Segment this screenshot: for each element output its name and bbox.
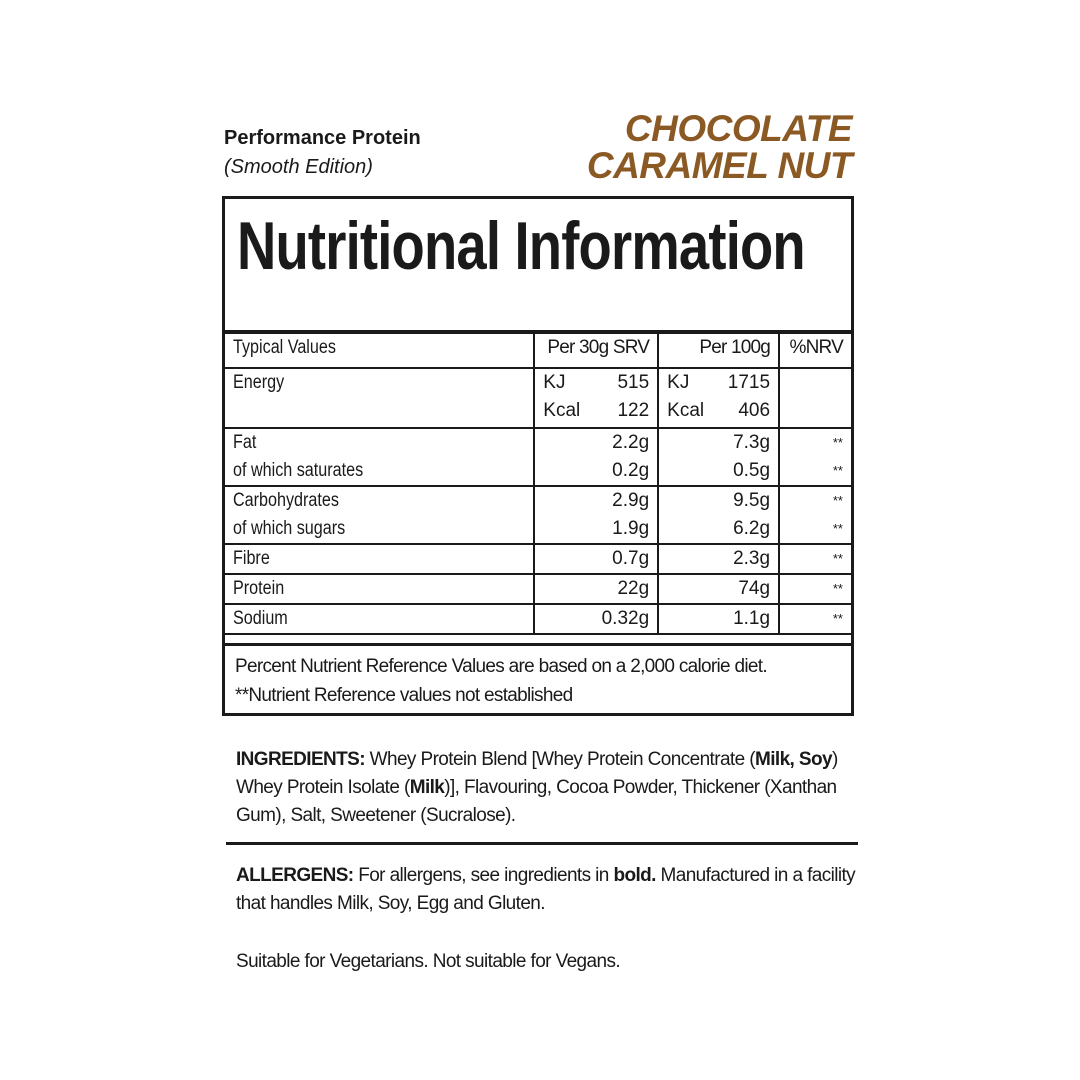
column-header: Per 100g [699,337,771,358]
ingredients-text: Whey Protein Blend [Whey Protein Concent… [364,749,756,770]
table-row: Carbohydrates of which sugars 2.9g 1.9g 9.5g… [225,485,851,545]
value: 2.2g [612,432,650,453]
value: 122 [617,400,650,421]
allergens-text: Manufactured in a facility that handles … [236,865,856,914]
nutrition-panel: Nutritional Information Typical Values P… [222,196,854,716]
unit: KJ [667,372,690,393]
unit: Kcal [667,400,705,421]
row-label: Fat [233,432,257,453]
divider [226,842,858,845]
flavour-line-2: CARAMEL NUT [586,145,853,186]
value: ** [832,493,843,508]
value: 0.32g [601,608,650,629]
table-row: Sodium 0.32g 1.1g ** [225,603,851,635]
footnote: Percent Nutrient Reference Values are ba… [225,643,851,716]
value: 515 [617,372,650,393]
product-edition: (Smooth Edition) [224,156,373,178]
unit: KJ [543,372,566,393]
allergens-label: ALLERGENS: [236,865,354,886]
row-label: Energy [233,372,285,393]
row-label: Fibre [233,548,270,569]
value: 6.2g [733,518,771,539]
value: 406 [738,400,771,421]
value: ** [832,463,843,478]
table-row-energy: Energy KJ 515 Kcal 122 KJ 1715 Kcal 406 [225,367,851,429]
suitability: Suitable for Vegetarians. Not suitable f… [236,951,621,972]
value: 74g [738,578,771,599]
unit: Kcal [543,400,581,421]
table-header-row: Typical Values Per 30g SRV Per 100g %NRV [225,331,851,369]
value: ** [832,435,843,450]
table-row: Protein 22g 74g ** [225,573,851,605]
allergens-bold: bold. [613,865,656,886]
value: ** [832,551,843,566]
ingredients-label: INGREDIENTS: [236,749,366,770]
column-header: Per 30g SRV [547,337,650,358]
column-header: Typical Values [233,337,336,358]
value: 22g [617,578,650,599]
row-label: of which saturates [233,460,364,481]
row-label: Protein [233,578,285,599]
ingredients-text: ) Whey Protein Isolate ( [236,749,838,798]
value: 0.2g [612,460,650,481]
allergens: ALLERGENS: For allergens, see ingredient… [236,862,876,918]
table-row: Fibre 0.7g 2.3g ** [225,543,851,575]
footnote-nrv: Percent Nutrient Reference Values are ba… [235,656,768,677]
column-header: %NRV [789,337,844,358]
allergen-bold: Milk, Soy [754,749,833,770]
product-name: Performance Protein [224,127,421,149]
value: 2.3g [733,548,771,569]
value: 7.3g [733,432,771,453]
row-label: of which sugars [233,518,346,539]
panel-title: Nutritional Information [237,208,806,284]
allergens-text: For allergens, see ingredients in [353,865,614,886]
value: ** [832,611,843,626]
value: 2.9g [612,490,650,511]
value: ** [832,581,843,596]
value: 1715 [727,372,771,393]
value: 0.5g [733,460,771,481]
value: 0.7g [612,548,650,569]
value: 1.1g [733,608,771,629]
value: 9.5g [733,490,771,511]
row-label: Sodium [233,608,288,629]
row-label: Carbohydrates [233,490,339,511]
allergen-bold: Milk [409,777,445,798]
flavour-line-1: CHOCOLATE [624,108,853,149]
table-row: Fat of which saturates 2.2g 0.2g 7.3g 0.5g ** *… [225,427,851,487]
value: 1.9g [612,518,650,539]
value: ** [832,521,843,536]
footnote-not-established: **Nutrient Reference values not establis… [235,685,573,706]
ingredients-text: )], Flavouring, Cocoa Powder, Thickener … [236,777,837,826]
ingredients: INGREDIENTS: Whey Protein Blend [Whey Pr… [236,746,876,830]
nutrition-table: Typical Values Per 30g SRV Per 100g %NRV… [225,330,851,635]
